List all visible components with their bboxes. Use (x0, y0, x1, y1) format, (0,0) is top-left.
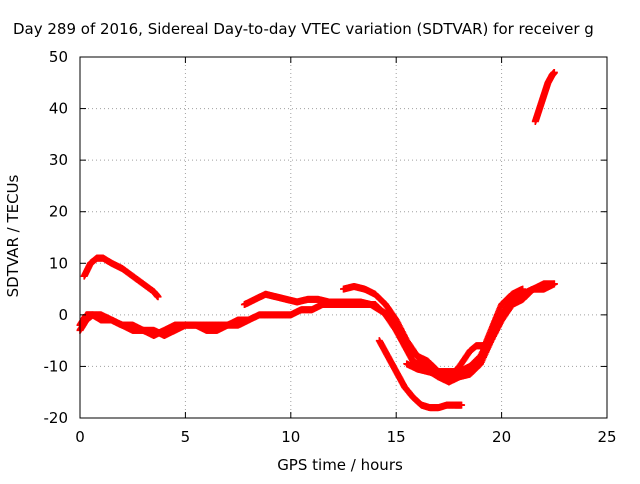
x-tick-label: 0 (75, 428, 85, 446)
data-series (445, 285, 527, 386)
data-point (458, 401, 466, 409)
data-layer (76, 68, 558, 412)
grid-layer (80, 57, 607, 418)
data-point (245, 316, 253, 324)
tick-layer: 0 5 10 15 20 25 -20 -10 0 10 20 30 40 50 (44, 48, 617, 446)
x-tick-label: 10 (281, 428, 300, 446)
y-tick-label: 40 (49, 100, 68, 118)
data-series (375, 337, 466, 412)
y-tick-label: -20 (44, 409, 69, 427)
x-tick-label: 25 (597, 428, 616, 446)
data-point (550, 280, 558, 288)
y-axis-label: SDTVAR / TECUs (4, 174, 22, 297)
y-tick-label: -10 (44, 357, 69, 375)
data-point (540, 282, 548, 290)
data-point (154, 293, 162, 301)
y-tick-label: 30 (49, 151, 68, 169)
y-tick-label: 0 (58, 306, 68, 324)
data-series (80, 254, 162, 301)
plot-border (79, 56, 608, 419)
data-point (550, 68, 558, 76)
chart-title: Day 289 of 2016, Sidereal Day-to-day VTE… (13, 20, 594, 38)
x-tick-label: 20 (492, 428, 511, 446)
data-series (531, 68, 558, 125)
x-axis-label: GPS time / hours (277, 456, 403, 474)
y-tick-label: 10 (49, 254, 68, 272)
data-point (519, 285, 527, 293)
y-tick-label: 50 (49, 48, 68, 66)
data-series (76, 311, 253, 339)
y-tick-label: 20 (49, 203, 68, 221)
x-tick-label: 15 (387, 428, 406, 446)
data-series (403, 282, 548, 383)
x-tick-label: 5 (181, 428, 191, 446)
